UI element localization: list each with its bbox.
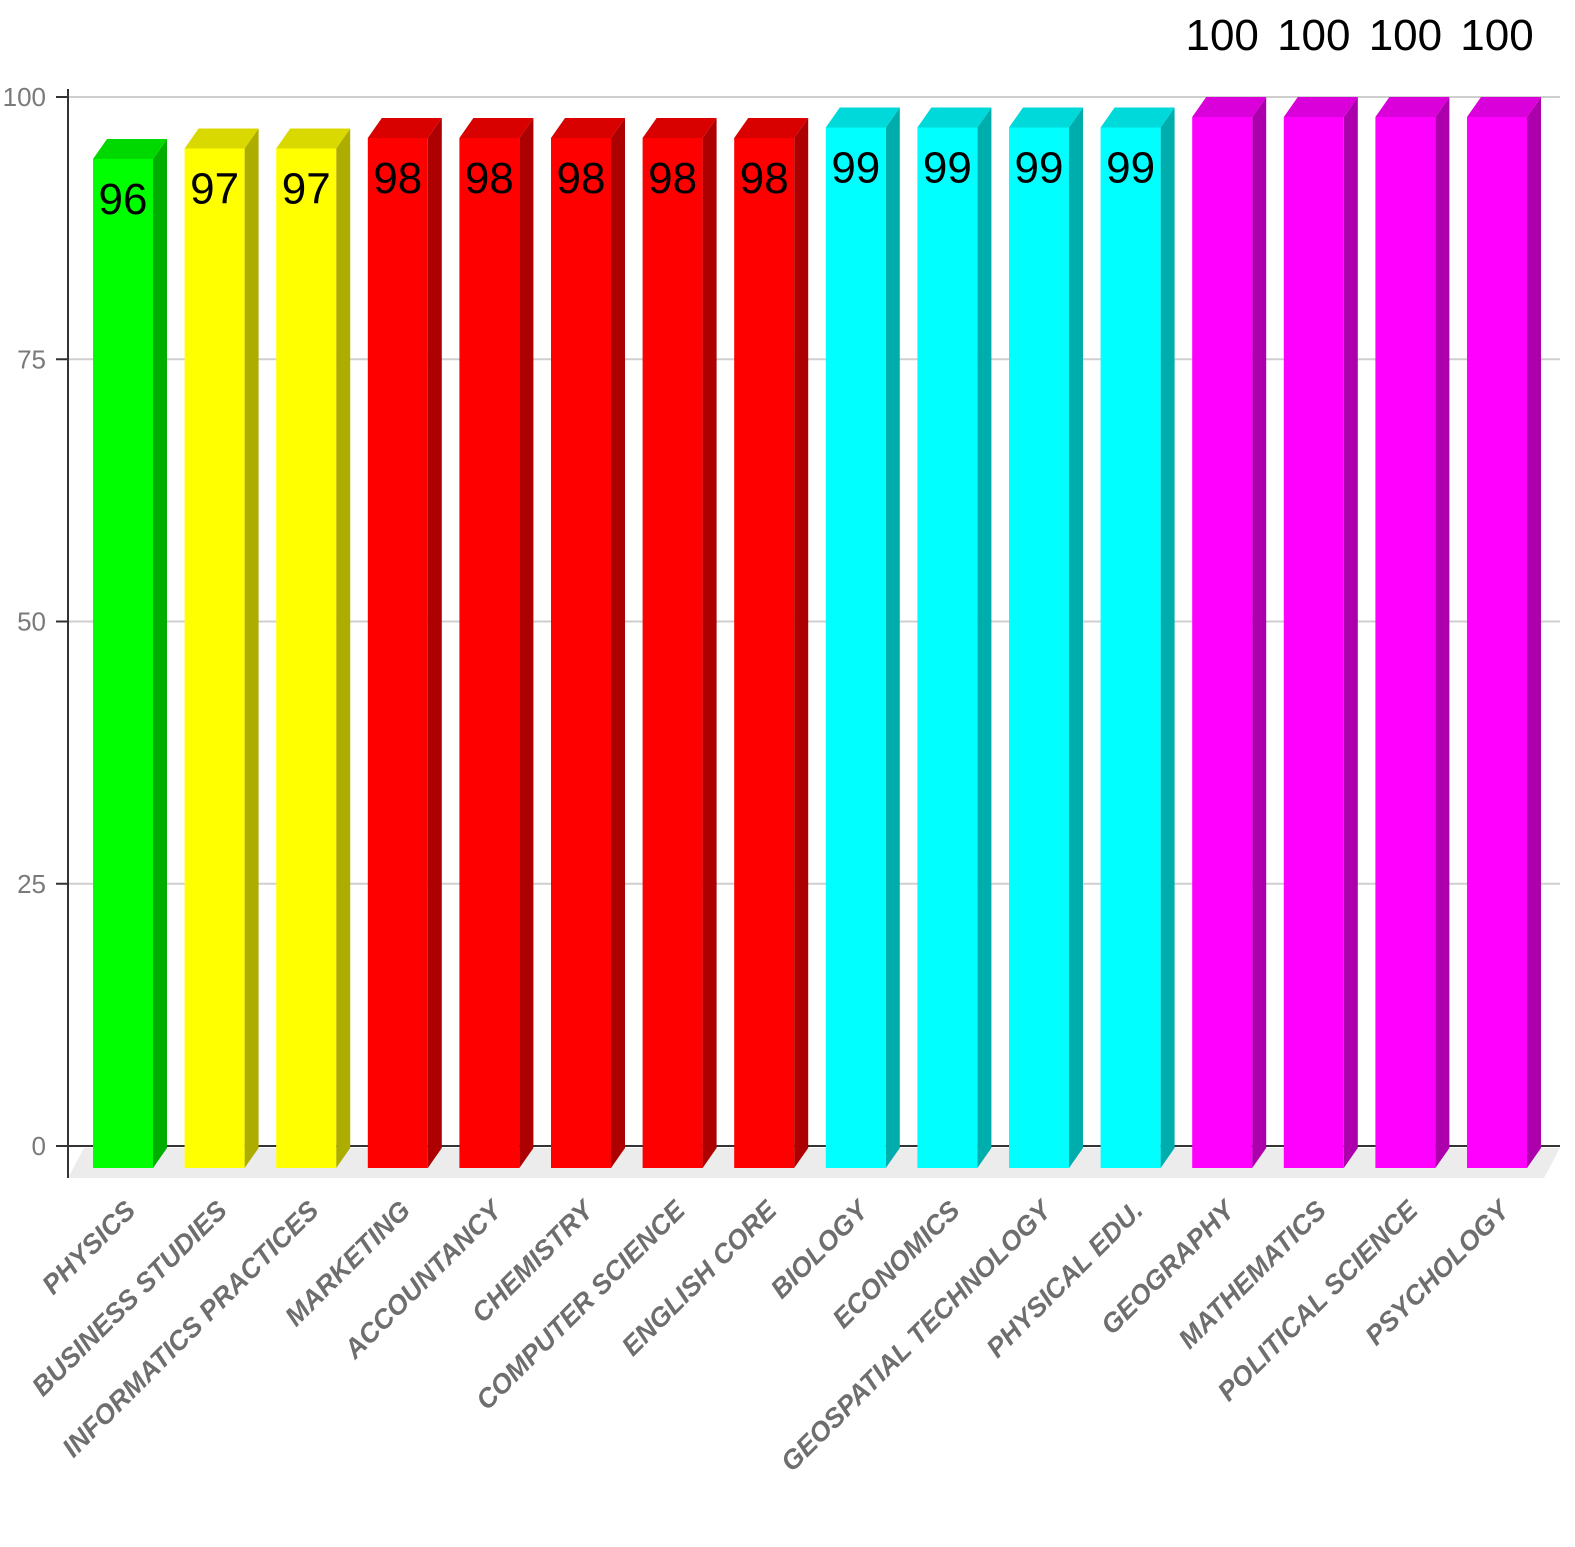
bar-top-english-core — [734, 117, 809, 138]
bar-top-business-studies — [184, 128, 259, 149]
bar-top-informatics-practices — [276, 128, 351, 149]
bar-physics[interactable] — [93, 158, 153, 1168]
bar-side-computer-science — [702, 117, 717, 1169]
bar-side-geography — [1252, 97, 1267, 1168]
bar-side-accountancy — [519, 117, 534, 1169]
data-label: 100 — [1277, 11, 1350, 60]
category-label: ENGLISH CORE — [616, 1194, 783, 1361]
bar-geography[interactable] — [1192, 117, 1253, 1168]
bar-side-mathematics — [1343, 97, 1358, 1168]
bar-computer-science[interactable] — [642, 137, 703, 1169]
data-label: 97 — [190, 164, 239, 213]
data-label: 97 — [282, 164, 331, 213]
bar-top-marketing — [367, 117, 442, 138]
bar-english-core[interactable] — [734, 137, 795, 1169]
data-label: 100 — [1460, 11, 1533, 60]
bar-top-political-science — [1375, 97, 1450, 117]
bar-side-business-studies — [244, 128, 259, 1169]
bar-top-accountancy — [459, 117, 534, 138]
bar-side-geospatial-technology — [1069, 107, 1083, 1169]
data-label: 98 — [373, 154, 422, 203]
category-label: PHYSICAL EDU. — [981, 1195, 1149, 1363]
bar-side-biology — [885, 107, 900, 1169]
bar-side-chemistry — [611, 117, 625, 1169]
bar-top-psychology — [1467, 97, 1541, 117]
data-label: 99 — [923, 143, 972, 192]
y-tick-label: 50 — [17, 607, 46, 637]
data-label: 98 — [740, 154, 789, 203]
bar-top-mathematics — [1283, 97, 1358, 117]
bar-top-geography — [1192, 97, 1267, 117]
bar-accountancy[interactable] — [459, 137, 520, 1169]
category-label: ACCOUNTANCY — [338, 1193, 510, 1365]
y-tick-label: 0 — [32, 1131, 46, 1161]
bar-political-science[interactable] — [1375, 117, 1436, 1168]
bar-top-physics — [93, 138, 167, 159]
bar-business-studies[interactable] — [184, 148, 245, 1169]
data-label: 99 — [831, 143, 880, 192]
bar-side-physics — [153, 138, 167, 1169]
bar-side-marketing — [427, 117, 442, 1169]
bar-side-economics — [977, 107, 992, 1169]
bar-informatics-practices[interactable] — [276, 148, 337, 1169]
data-label: 96 — [99, 175, 148, 224]
bar-top-geospatial-technology — [1009, 107, 1083, 128]
data-label: 99 — [1106, 143, 1155, 192]
bar-top-physical-edu — [1100, 107, 1175, 128]
y-tick-label: 100 — [3, 82, 46, 112]
chart-floor — [68, 1148, 1560, 1178]
bar-top-economics — [917, 107, 992, 128]
data-label: 98 — [465, 154, 514, 203]
bar-biology[interactable] — [825, 127, 886, 1169]
bar-economics[interactable] — [917, 127, 978, 1169]
bar-top-biology — [825, 107, 900, 128]
y-tick-label: 25 — [17, 869, 46, 899]
bar-side-psychology — [1527, 97, 1541, 1168]
bar-psychology[interactable] — [1467, 117, 1527, 1168]
bar-physical-edu[interactable] — [1100, 127, 1161, 1169]
data-label: 99 — [1015, 143, 1064, 192]
data-label: 100 — [1369, 11, 1442, 60]
data-label: 98 — [648, 154, 697, 203]
bar-geospatial-technology[interactable] — [1009, 127, 1069, 1169]
bar-marketing[interactable] — [367, 137, 428, 1169]
bar-side-physical-edu — [1160, 107, 1175, 1169]
bar-top-chemistry — [551, 117, 625, 138]
bar-mathematics[interactable] — [1283, 117, 1344, 1168]
bar-side-informatics-practices — [336, 128, 351, 1169]
y-tick-label: 75 — [17, 344, 46, 374]
bar-side-political-science — [1435, 97, 1450, 1168]
bar-top-computer-science — [642, 117, 717, 138]
bar-side-english-core — [794, 117, 809, 1169]
data-label: 98 — [557, 154, 606, 203]
bar-chemistry[interactable] — [551, 137, 611, 1169]
data-label: 100 — [1185, 11, 1258, 60]
